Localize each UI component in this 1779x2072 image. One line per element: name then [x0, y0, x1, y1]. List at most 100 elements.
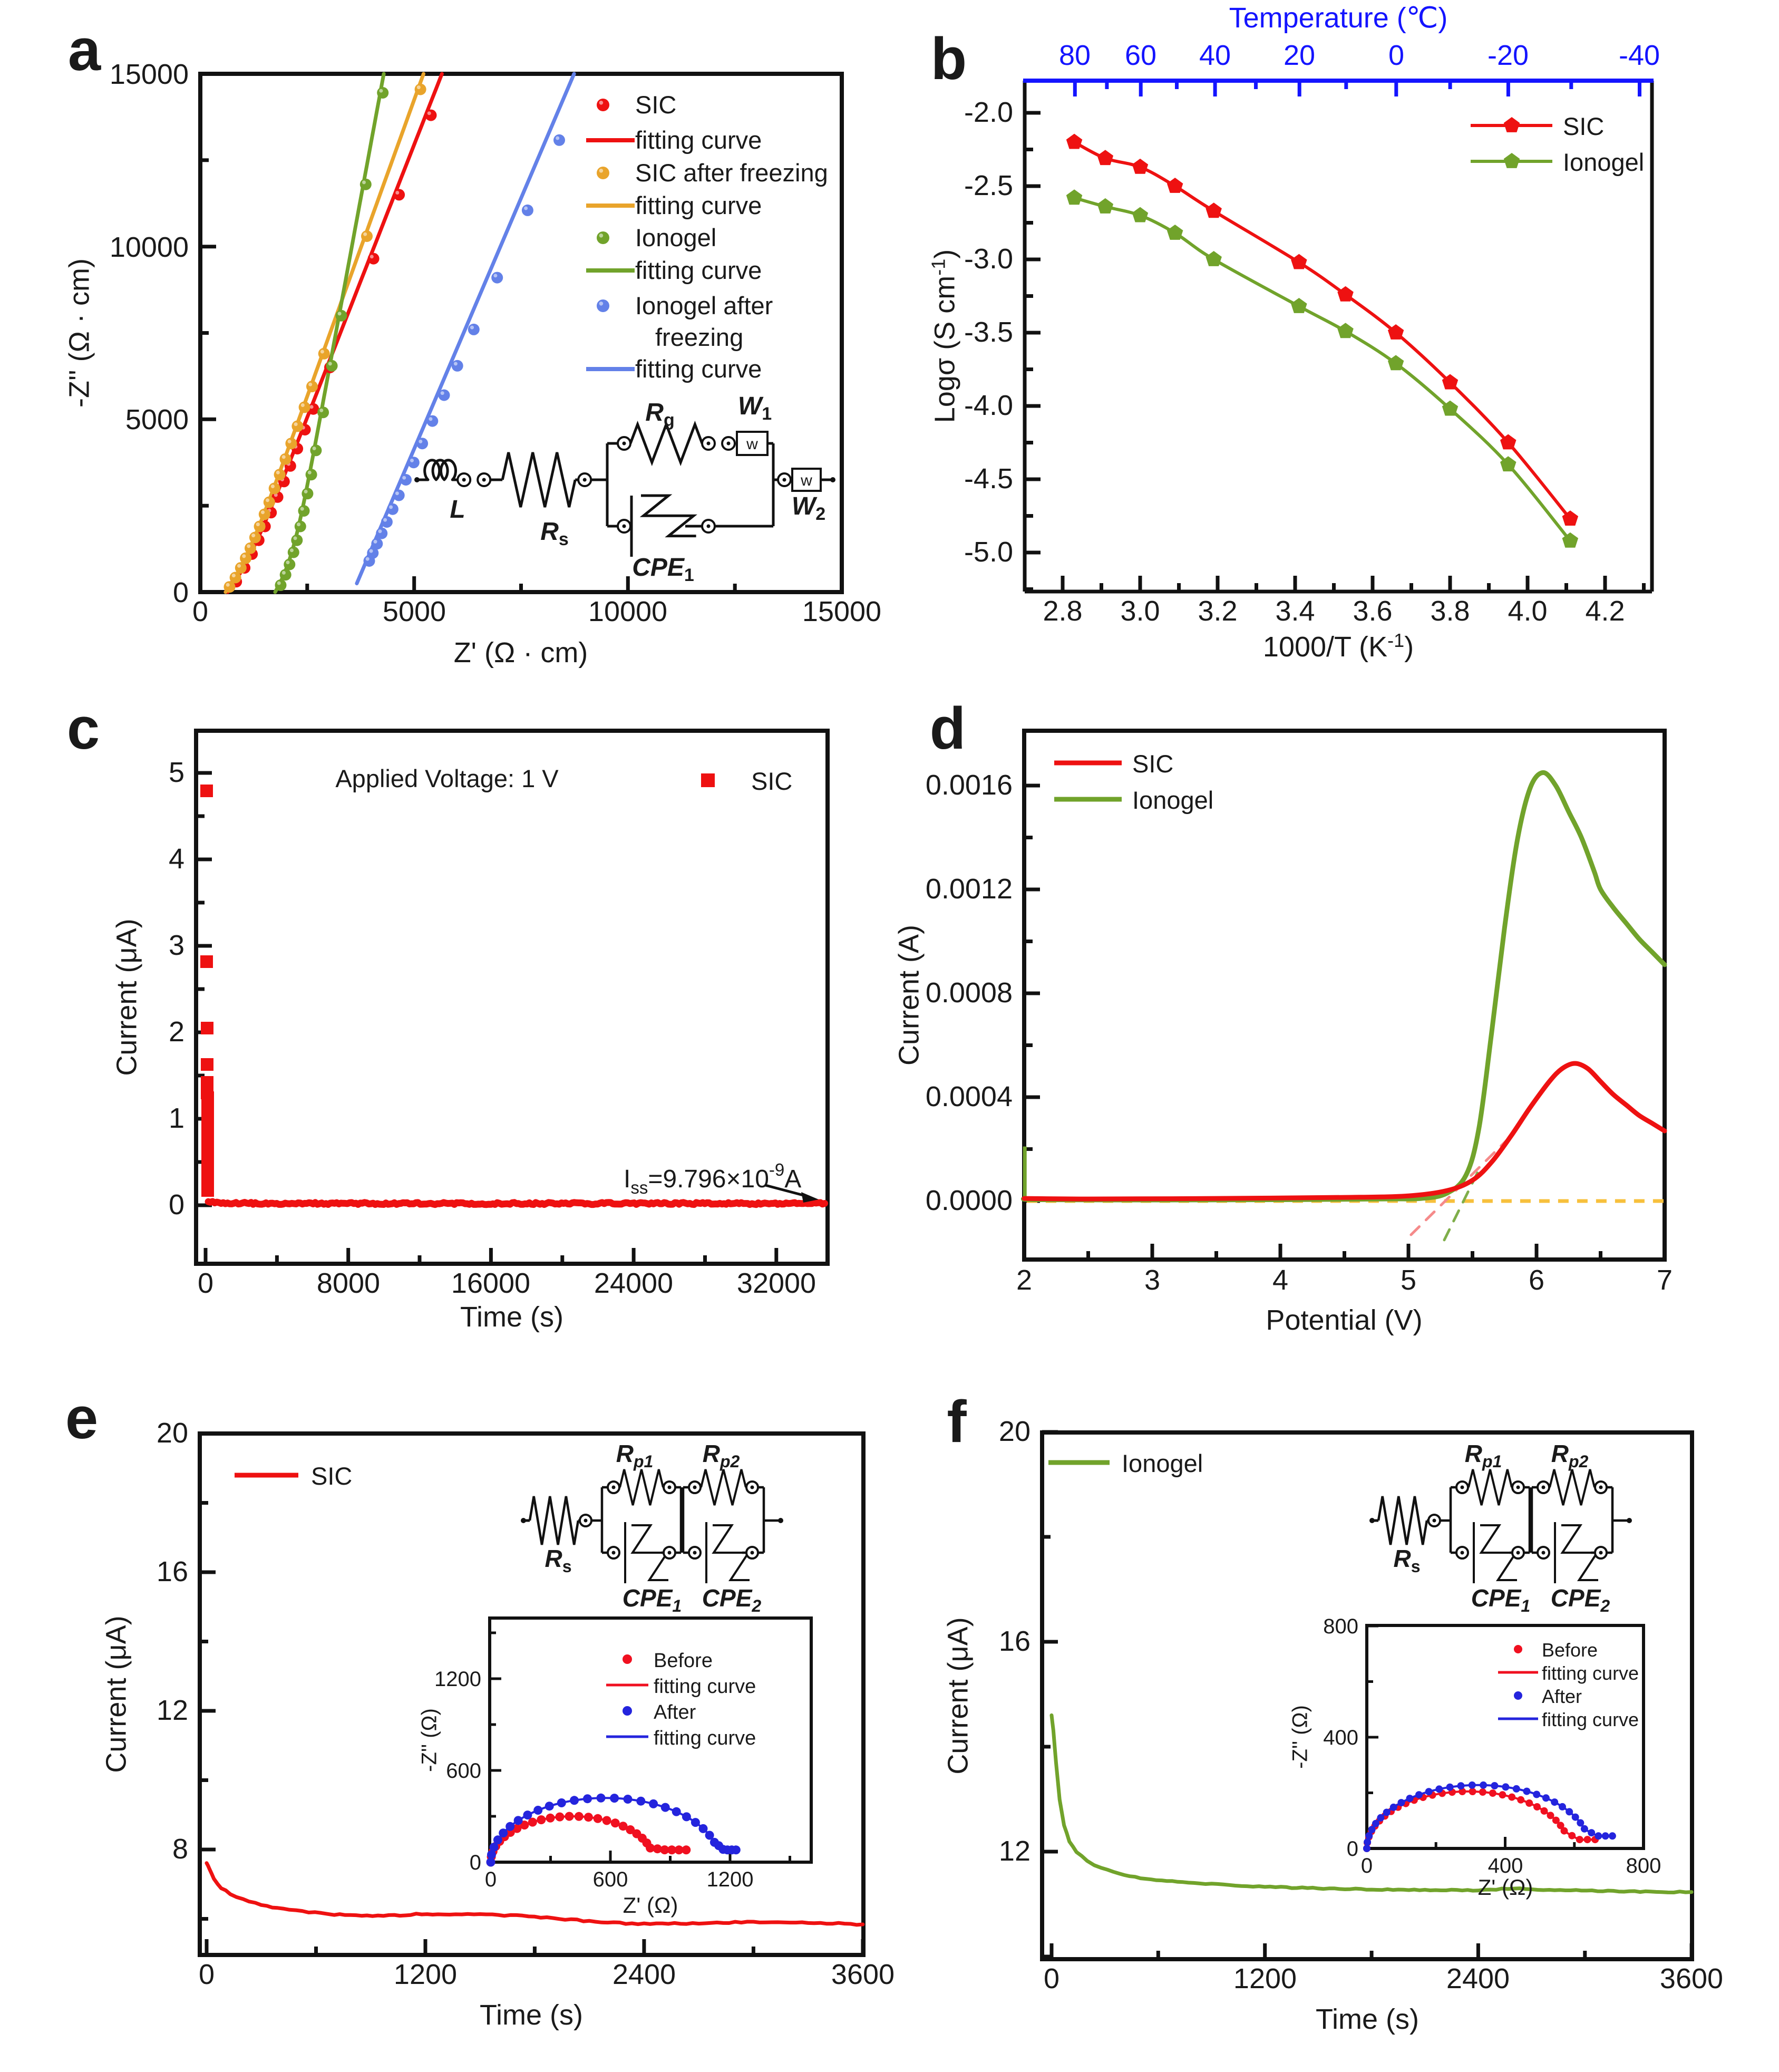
- svg-text:CPE1: CPE1: [623, 1584, 682, 1615]
- svg-text:3.0: 3.0: [1120, 595, 1160, 627]
- svg-text:0.0016: 0.0016: [926, 769, 1013, 801]
- svg-text:Rp2: Rp2: [703, 1440, 740, 1471]
- svg-text:0.0012: 0.0012: [926, 873, 1013, 905]
- svg-text:Rs: Rs: [545, 1545, 571, 1576]
- svg-text:15000: 15000: [110, 59, 189, 90]
- svg-text:6: 6: [1529, 1264, 1544, 1296]
- svg-text:W2: W2: [792, 492, 825, 524]
- svg-text:0: 0: [192, 596, 208, 627]
- svg-text:W1: W1: [738, 392, 772, 424]
- svg-text:600: 600: [446, 1759, 481, 1783]
- svg-text:Ionogel: Ionogel: [1563, 148, 1644, 176]
- svg-text:400: 400: [1488, 1854, 1523, 1877]
- svg-text:3: 3: [169, 930, 184, 961]
- svg-text:L: L: [450, 496, 465, 524]
- svg-text:7: 7: [1657, 1264, 1673, 1296]
- svg-text:1200: 1200: [707, 1868, 754, 1891]
- svg-text:-2.5: -2.5: [964, 170, 1013, 201]
- svg-text:12: 12: [157, 1695, 188, 1726]
- svg-text:0: 0: [198, 1267, 213, 1299]
- svg-text:1200: 1200: [434, 1668, 481, 1691]
- svg-text:-2.0: -2.0: [964, 96, 1013, 128]
- svg-text:3600: 3600: [831, 1959, 895, 1990]
- svg-text:Rp2: Rp2: [1551, 1440, 1589, 1471]
- svg-text:5: 5: [1401, 1264, 1416, 1296]
- svg-text:8000: 8000: [317, 1267, 380, 1299]
- svg-text:fitting curve: fitting curve: [654, 1676, 756, 1698]
- svg-text:SIC: SIC: [1132, 750, 1173, 778]
- svg-text:fitting curve: fitting curve: [1542, 1709, 1639, 1730]
- svg-text:600: 600: [593, 1868, 628, 1891]
- svg-text:0: 0: [169, 1189, 184, 1221]
- svg-text:16000: 16000: [451, 1267, 530, 1299]
- svg-text:5000: 5000: [383, 596, 446, 627]
- svg-text:-40: -40: [1619, 40, 1660, 71]
- svg-text:0: 0: [1361, 1854, 1373, 1877]
- svg-text:SIC: SIC: [1563, 112, 1604, 140]
- svg-text:freezing: freezing: [655, 323, 743, 351]
- svg-text:20: 20: [1284, 40, 1315, 71]
- svg-text:w: w: [800, 472, 812, 489]
- svg-text:-4.0: -4.0: [964, 390, 1013, 421]
- svg-text:Potential (V): Potential (V): [1266, 1304, 1422, 1336]
- svg-text:0: 0: [173, 577, 189, 608]
- svg-text:fitting curve: fitting curve: [654, 1727, 756, 1749]
- svg-text:400: 400: [1323, 1726, 1358, 1749]
- svg-text:24000: 24000: [594, 1267, 673, 1299]
- svg-text:CPE2: CPE2: [1551, 1584, 1610, 1615]
- svg-text:-Z'' (Ω): -Z'' (Ω): [1289, 1705, 1312, 1769]
- svg-text:32000: 32000: [737, 1267, 816, 1299]
- svg-text:-Z'' (Ω): -Z'' (Ω): [418, 1708, 441, 1772]
- svg-text:e: e: [65, 1385, 98, 1451]
- svg-text:Current (μA): Current (μA): [942, 1617, 974, 1774]
- svg-text:fitting curve: fitting curve: [635, 126, 762, 154]
- svg-text:3.4: 3.4: [1275, 595, 1315, 627]
- svg-text:SIC: SIC: [635, 91, 676, 119]
- svg-text:3: 3: [1144, 1264, 1160, 1296]
- svg-text:Logσ (S cm-1): Logσ (S cm-1): [928, 249, 961, 423]
- svg-text:Current (μA): Current (μA): [101, 1615, 132, 1773]
- svg-text:fitting curve: fitting curve: [1542, 1662, 1639, 1684]
- svg-text:20: 20: [157, 1417, 188, 1449]
- svg-text:Ionogel: Ionogel: [635, 224, 716, 251]
- svg-text:Time (s): Time (s): [460, 1301, 563, 1333]
- svg-text:Iss=9.796×10-9A: Iss=9.796×10-9A: [624, 1160, 801, 1197]
- svg-text:-5.0: -5.0: [964, 536, 1013, 568]
- svg-text:w: w: [746, 435, 758, 453]
- svg-text:2400: 2400: [613, 1959, 676, 1990]
- svg-text:Ionogel: Ionogel: [1122, 1449, 1203, 1477]
- svg-text:Current (A): Current (A): [893, 925, 925, 1066]
- svg-text:0.0008: 0.0008: [926, 977, 1013, 1009]
- svg-text:2.8: 2.8: [1043, 595, 1082, 627]
- svg-text:0: 0: [1388, 40, 1404, 71]
- svg-text:SIC after freezing: SIC after freezing: [635, 159, 828, 187]
- svg-text:Time (s): Time (s): [480, 1999, 583, 2031]
- svg-text:2400: 2400: [1446, 1963, 1510, 1994]
- svg-text:60: 60: [1125, 40, 1156, 71]
- svg-text:2: 2: [169, 1016, 184, 1048]
- svg-text:0.0004: 0.0004: [926, 1081, 1013, 1112]
- svg-text:CPE1: CPE1: [632, 554, 694, 585]
- svg-text:8: 8: [172, 1833, 188, 1865]
- svg-text:fitting curve: fitting curve: [635, 256, 762, 284]
- svg-text:5: 5: [169, 757, 184, 788]
- svg-text:Applied Voltage: 1 V: Applied Voltage: 1 V: [335, 764, 559, 792]
- svg-text:Rs: Rs: [1393, 1545, 1420, 1576]
- svg-text:0: 0: [1347, 1837, 1358, 1861]
- svg-text:4: 4: [1272, 1264, 1288, 1296]
- svg-text:4.0: 4.0: [1508, 595, 1547, 627]
- svg-text:f: f: [947, 1389, 967, 1455]
- svg-text:3.6: 3.6: [1353, 595, 1392, 627]
- svg-text:b: b: [931, 26, 967, 92]
- svg-text:CPE2: CPE2: [702, 1584, 762, 1615]
- svg-text:-4.5: -4.5: [964, 463, 1013, 495]
- svg-text:SIC: SIC: [311, 1462, 352, 1490]
- svg-text:800: 800: [1626, 1854, 1661, 1877]
- svg-text:fitting curve: fitting curve: [635, 355, 762, 383]
- svg-text:Z' (Ω): Z' (Ω): [623, 1893, 678, 1918]
- svg-text:0: 0: [485, 1868, 497, 1891]
- svg-text:15000: 15000: [802, 596, 881, 627]
- svg-text:Rs: Rs: [540, 518, 569, 549]
- svg-text:After: After: [1542, 1686, 1582, 1707]
- svg-text:3.8: 3.8: [1430, 595, 1470, 627]
